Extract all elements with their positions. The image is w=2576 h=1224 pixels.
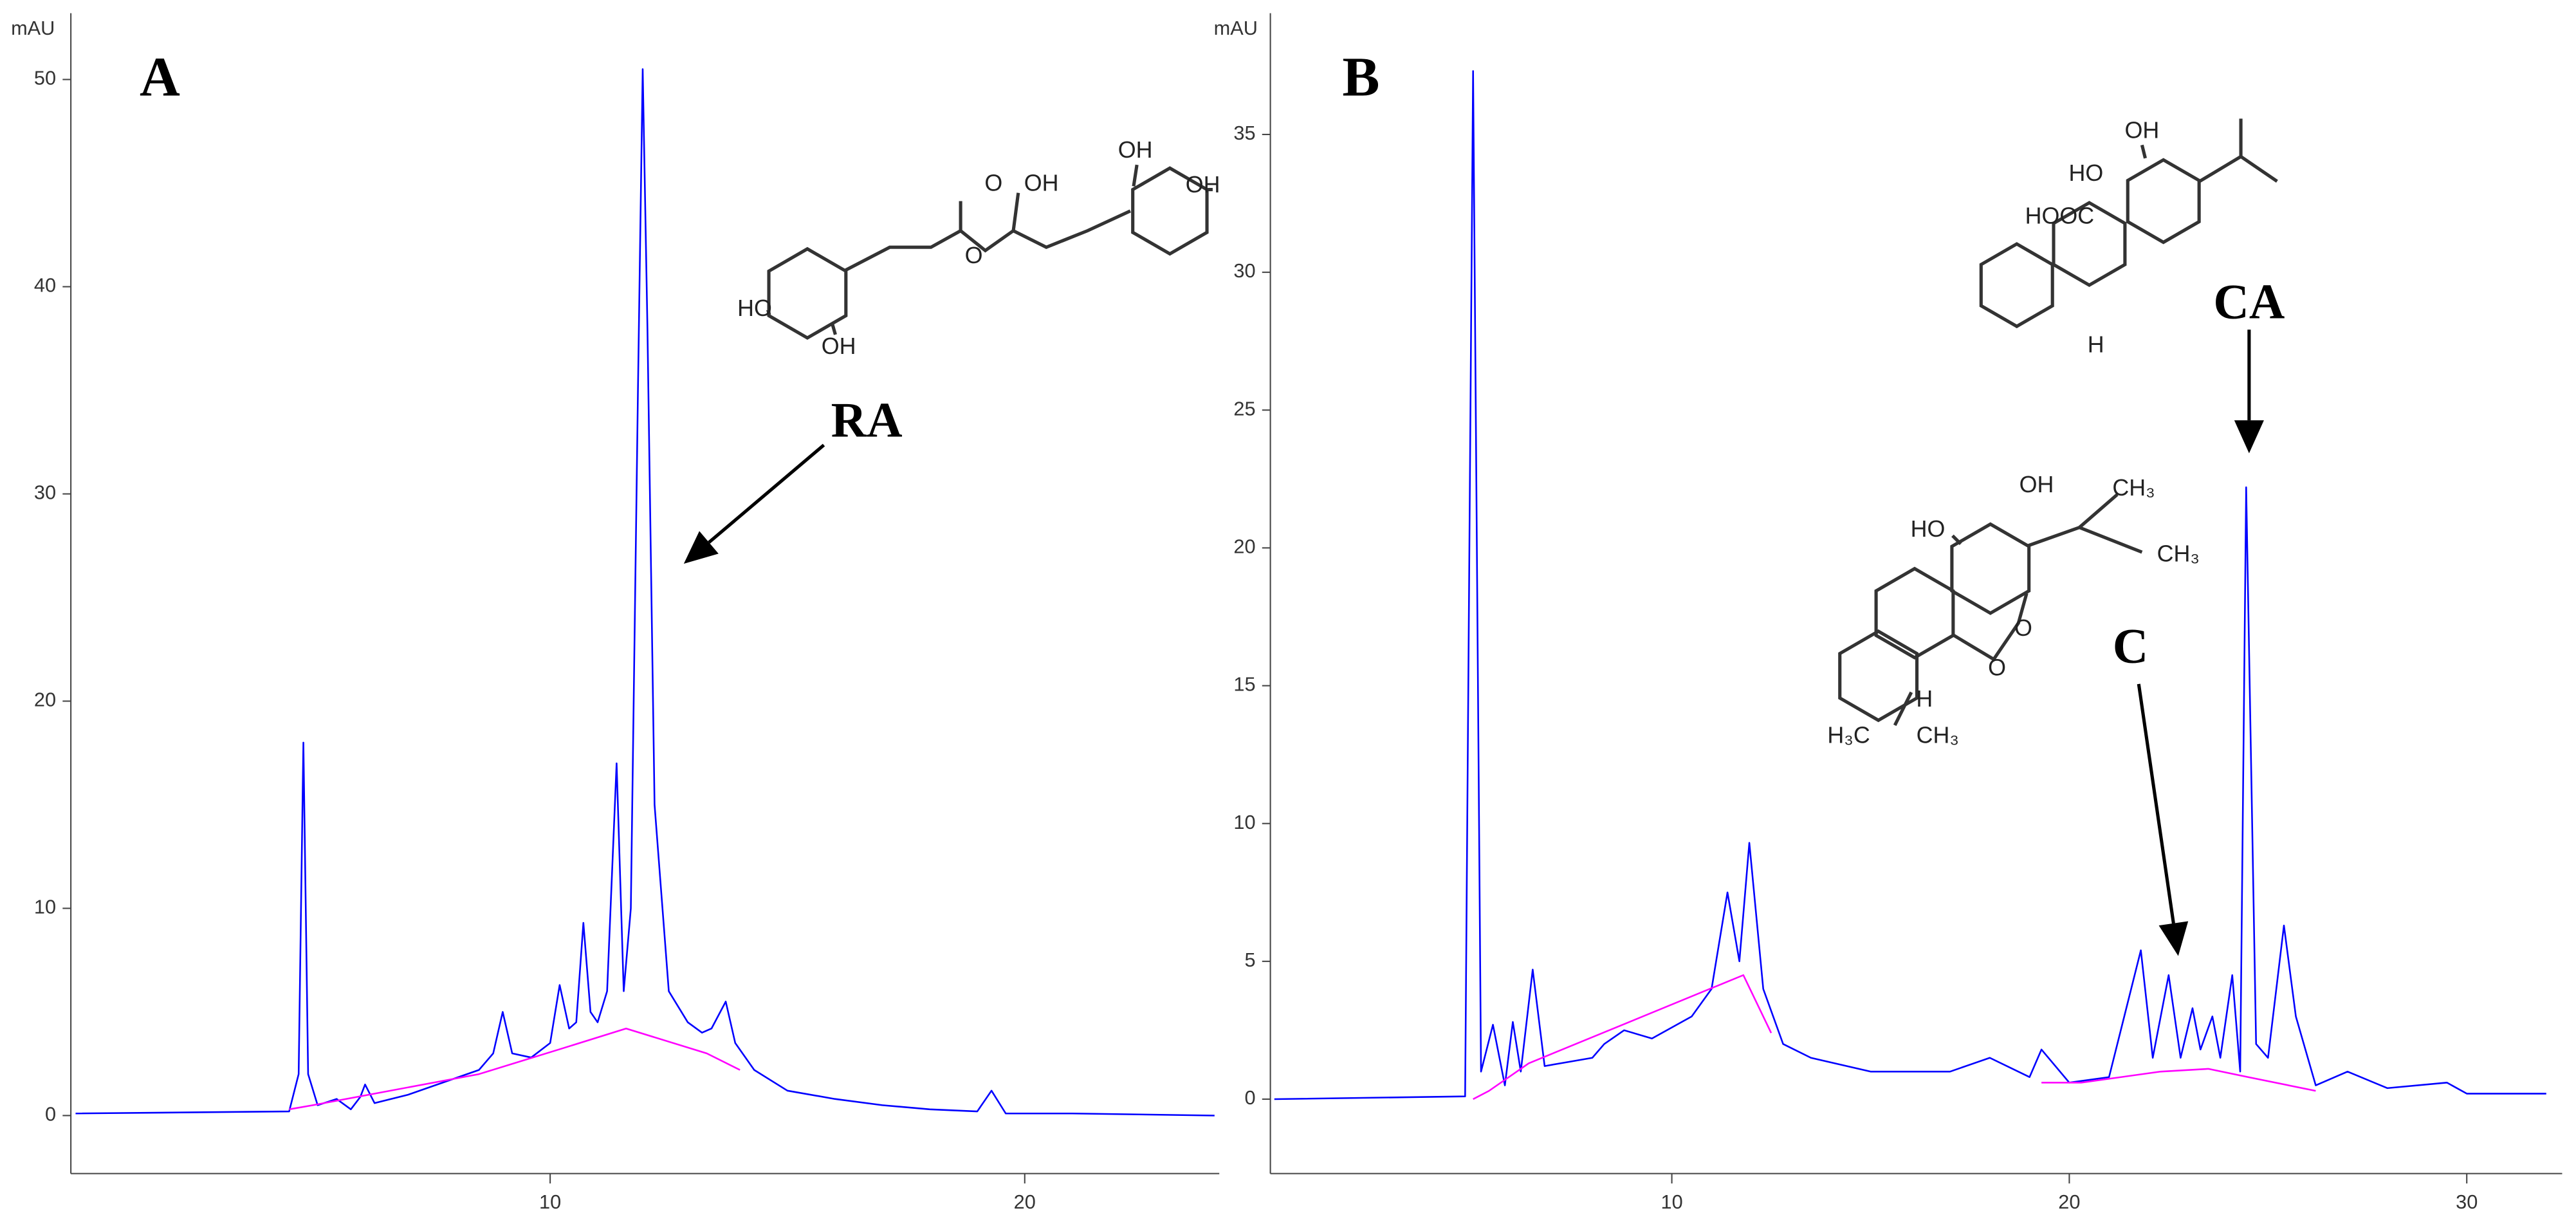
x-tick-label: 30 [2456, 1191, 2478, 1213]
structure-label: HO [1911, 516, 1946, 542]
y-tick-label: 0 [45, 1103, 56, 1126]
trace [289, 1027, 741, 1111]
structure-bond [844, 209, 1131, 272]
y-axis-label: mAU [11, 17, 55, 39]
x-tick-label: 20 [2058, 1191, 2080, 1213]
y-tick-label: 30 [34, 481, 56, 504]
peak-annotation: RA [831, 393, 903, 448]
arrow-head [683, 531, 719, 564]
structure-label: OH [2019, 472, 2054, 497]
y-tick-label: 15 [1233, 673, 1255, 696]
y-tick-label: 50 [34, 67, 56, 89]
y-tick-label: 5 [1244, 949, 1255, 971]
structure-label: CH₃ [1917, 722, 1959, 748]
arrow-head [2158, 921, 2189, 956]
structure-label: O [965, 243, 983, 268]
structure-bond [2198, 118, 2278, 183]
y-tick-label: 20 [1233, 535, 1255, 558]
y-tick-label: 10 [1233, 811, 1255, 833]
peak-annotation: CA [2213, 274, 2285, 329]
x-tick-label: 20 [1014, 1191, 1036, 1213]
structure-bond [1131, 166, 1209, 256]
structure-label: CH₃ [2157, 541, 2200, 567]
y-tick-label: 30 [1233, 259, 1255, 282]
y-tick-label: 20 [34, 689, 56, 711]
structure-bond [1132, 164, 1139, 187]
structure-bond [2052, 201, 2127, 288]
panel-label: B [1342, 46, 1379, 108]
structure-label: OH [1024, 170, 1059, 196]
structure-label: H₃C [1827, 722, 1870, 748]
structure-label: OH [2125, 117, 2160, 143]
structure-label: OH [1118, 137, 1153, 163]
structure-bond [1951, 534, 1962, 546]
y-axis-label: mAU [1214, 17, 1258, 39]
structure-label: O [2014, 615, 2032, 641]
structure-bond [2126, 158, 2201, 245]
trace [1274, 70, 2546, 1100]
trace [1473, 974, 2316, 1100]
y-tick-label: 10 [34, 896, 56, 918]
structure-bond [830, 322, 837, 335]
structure-bond [1893, 691, 1913, 727]
structure-bond [1874, 566, 1955, 660]
arrow-head [2234, 420, 2264, 454]
structure-label: CH₃ [2112, 475, 2155, 501]
structure-label: H [2088, 331, 2104, 357]
arrow-shaft [2137, 683, 2175, 924]
structure-bond [1951, 593, 2029, 662]
structure-label: O [1988, 654, 2006, 680]
arrow-shaft [708, 443, 825, 544]
peak-annotation: C [2113, 619, 2148, 674]
structure-bond [1838, 629, 1919, 723]
y-tick-label: 35 [1233, 122, 1255, 144]
structure-bond [2140, 144, 2148, 159]
panel-label: A [140, 46, 180, 108]
structure-label: HO [2068, 160, 2103, 186]
y-tick-label: 0 [1244, 1086, 1255, 1109]
structure-bond [2027, 493, 2143, 554]
x-tick-label: 10 [1661, 1191, 1683, 1213]
x-tick-label: 10 [539, 1191, 561, 1213]
structure-label: OH [1186, 172, 1220, 198]
structure-bond [1011, 192, 1020, 231]
structure-label: OH [822, 333, 856, 359]
structure-bond [766, 309, 771, 316]
structure-label: O [984, 170, 1002, 196]
y-tick-label: 25 [1233, 397, 1255, 420]
y-tick-label: 40 [34, 274, 56, 297]
structure-label: HO [737, 295, 772, 321]
structure-label: HOOC [2025, 203, 2095, 229]
structure-bond [1979, 242, 2054, 329]
structure-label: H [1916, 686, 1933, 712]
